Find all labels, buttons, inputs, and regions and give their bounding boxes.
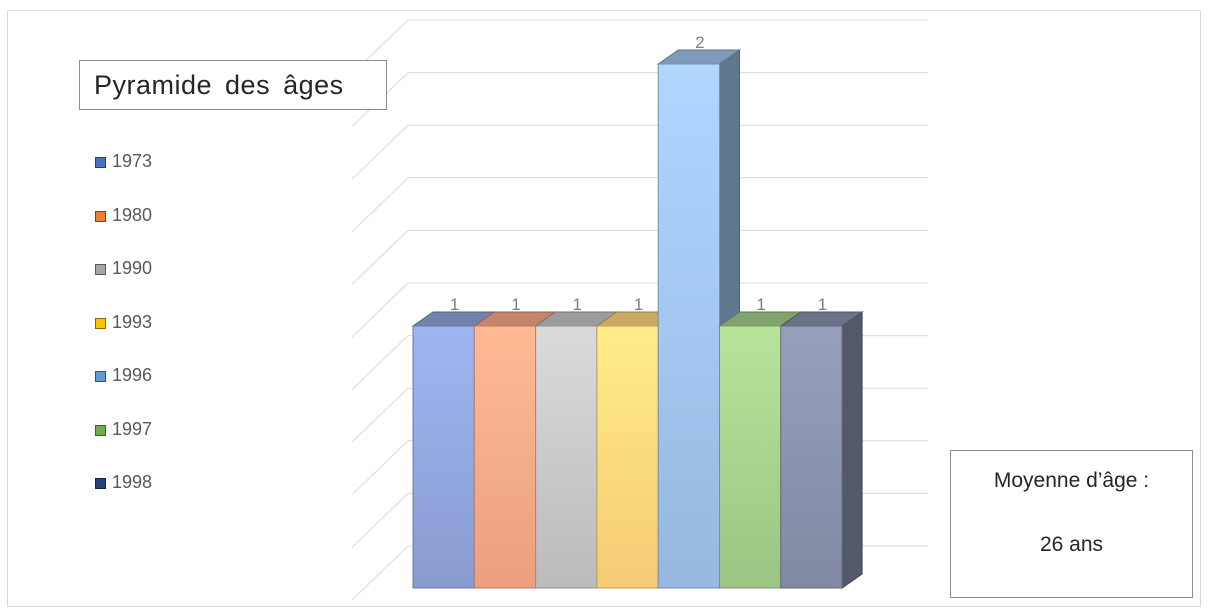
legend-swatch: [95, 210, 106, 222]
legend-label: 1997: [112, 418, 153, 439]
legend-swatch: [95, 317, 106, 329]
data-labels: 1 1 1 1 2 1 1: [450, 33, 827, 314]
bar-front: [657, 63, 721, 589]
gridline-diagonal: [351, 124, 409, 180]
legend-swatch: [95, 371, 106, 382]
data-label-1997: 1: [756, 295, 765, 314]
bar-front: [473, 325, 537, 589]
data-label-1998: 1: [818, 295, 827, 314]
gridline-diagonal: [351, 440, 409, 496]
legend-label: 1998: [112, 472, 153, 492]
bar-front: [780, 325, 843, 589]
legend-swatch: [95, 478, 106, 489]
data-label-1993: 1: [634, 295, 643, 314]
average-age-box: Moyenne d’âge : 26 ans: [950, 450, 1193, 598]
bar-1998: [779, 311, 864, 589]
data-label-1990: 1: [573, 295, 582, 314]
gridline-diagonal: [351, 230, 409, 285]
bar-front: [412, 325, 475, 589]
legend-label: 1980: [112, 204, 153, 225]
bar-front: [596, 325, 659, 589]
legend-label: 1990: [112, 258, 153, 278]
bar-front: [535, 325, 598, 589]
data-label-1973: 1: [450, 295, 459, 314]
bars: [411, 49, 864, 589]
legend-swatch: [95, 424, 106, 436]
chart-title-box: Pyramide des âges: [79, 60, 387, 110]
average-age-value: 26 ans: [1039, 533, 1104, 556]
gridline-diagonal: [351, 335, 409, 390]
gridline-diagonal: [351, 387, 409, 443]
data-label-1996: 2: [695, 33, 704, 52]
gridline-diagonal: [351, 545, 409, 601]
chart-title: Pyramide des âges: [94, 70, 344, 100]
data-label-1980: 1: [511, 295, 520, 314]
bar-front: [719, 325, 782, 589]
gridline-diagonal: [351, 282, 409, 338]
gridline-diagonal: [351, 493, 409, 548]
bar-side: [841, 311, 863, 589]
average-age-label: Moyenne d’âge :: [993, 469, 1150, 492]
legend-swatch: [95, 157, 106, 168]
legend-swatch: [95, 264, 106, 275]
legend-label: 1993: [112, 311, 153, 332]
legend-label: 1973: [112, 151, 153, 171]
gridline-diagonal: [351, 177, 409, 233]
bar-1996: [656, 49, 742, 589]
legend-label: 1996: [112, 365, 153, 385]
